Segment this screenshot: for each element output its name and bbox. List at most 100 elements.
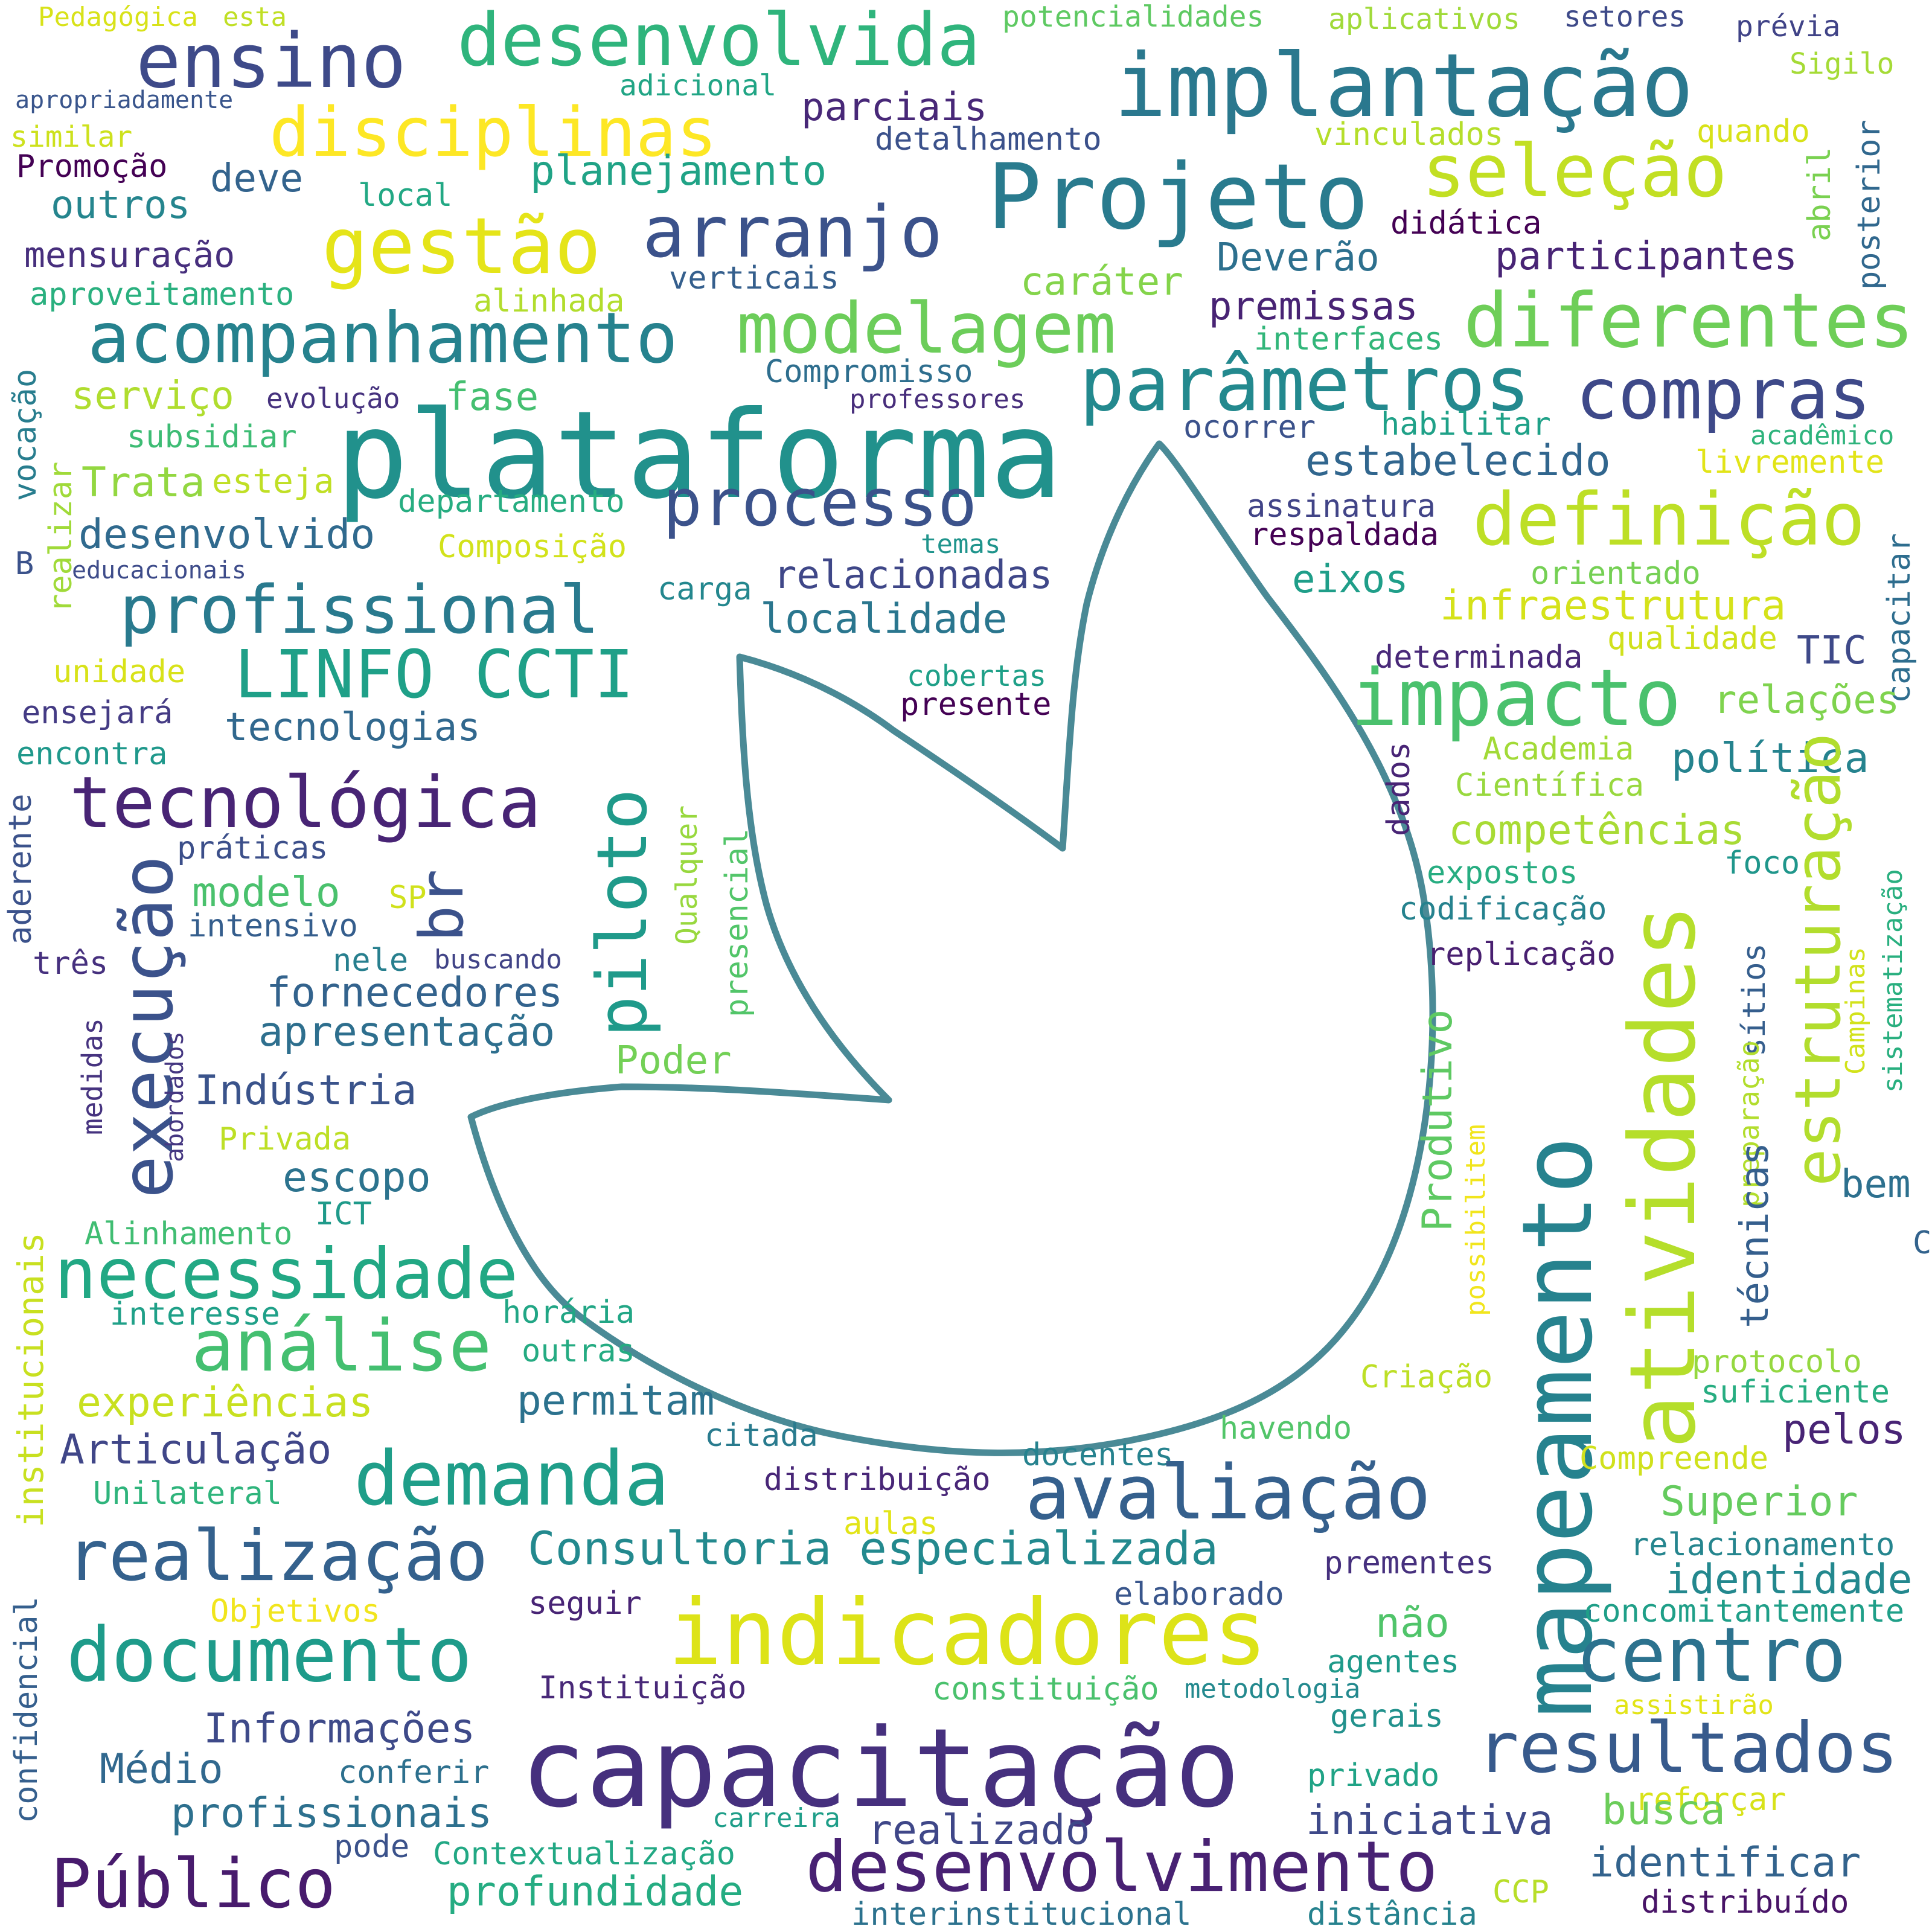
word: outras	[522, 1333, 635, 1369]
word: relacionadas	[773, 553, 1053, 598]
word: similar	[10, 120, 133, 154]
word: interinstitucional	[851, 1896, 1192, 1932]
word: concomitantemente	[1583, 1593, 1905, 1630]
word: elaborado	[1114, 1576, 1284, 1613]
word: sítios	[1736, 943, 1773, 1057]
word: didática	[1390, 205, 1542, 242]
word: nele	[333, 942, 409, 979]
word: documento	[66, 1612, 472, 1699]
word: premissas	[1209, 284, 1418, 329]
word: distribuição	[764, 1462, 991, 1498]
word: quando	[1697, 114, 1810, 150]
word: posterior	[1851, 120, 1887, 290]
word: aplicativos	[1328, 2, 1520, 36]
word: interfaces	[1254, 321, 1444, 357]
word: codificação	[1399, 891, 1607, 927]
word: Produtivo	[1414, 1009, 1462, 1232]
word: Informações	[203, 1705, 476, 1753]
word: fornecedores	[266, 969, 563, 1017]
word: parciais	[801, 85, 988, 130]
word: tecnologias	[225, 705, 481, 750]
word: caráter	[1020, 260, 1183, 304]
word: respaldada	[1250, 517, 1439, 553]
word: pelos	[1782, 1406, 1906, 1454]
word: Compreende	[1579, 1441, 1769, 1477]
word: realizado	[868, 1806, 1090, 1854]
word: plataforma	[336, 385, 1063, 526]
word: vinculados	[1314, 117, 1504, 153]
word: ensino	[136, 18, 406, 105]
word: necessidade	[54, 1233, 519, 1315]
word: subsidiar	[127, 419, 297, 455]
word: aulas	[843, 1506, 938, 1542]
word: realizar	[43, 461, 79, 613]
word: institucionais	[10, 1232, 51, 1527]
word: buscando	[434, 944, 562, 975]
word: cobertas	[907, 659, 1047, 693]
word: profissionais	[171, 1790, 493, 1837]
word: Unilateral	[93, 1476, 283, 1512]
word: permitam	[517, 1377, 715, 1425]
word: Instituição	[539, 1670, 747, 1706]
word: Científica	[1455, 767, 1645, 804]
word: possibilitem	[1460, 1124, 1491, 1316]
word: habilitar	[1381, 406, 1551, 443]
word: realização	[66, 1515, 488, 1597]
word: mensuração	[24, 234, 235, 275]
word: setores	[1564, 0, 1686, 34]
word: não	[1375, 1599, 1450, 1647]
word: foco	[1724, 845, 1800, 881]
word: B	[15, 546, 34, 582]
word: abril	[1802, 147, 1838, 242]
word: LINFO CCTI	[234, 636, 635, 713]
word: replicação	[1427, 936, 1616, 973]
word: Academia	[1483, 731, 1634, 767]
word: prementes	[1324, 1545, 1494, 1581]
word: medidas	[76, 1018, 109, 1135]
word: alinhada	[473, 283, 625, 319]
word: evolução	[266, 382, 400, 415]
word: horária	[502, 1294, 635, 1331]
word: detalhamento	[875, 121, 1102, 158]
word: SP	[389, 880, 427, 916]
word: identificar	[1589, 1839, 1861, 1887]
word: deve	[210, 156, 304, 201]
word: acompanhamento	[88, 298, 678, 379]
word: carreira	[712, 1803, 840, 1834]
word: Pedagógica	[38, 2, 198, 33]
word: práticas	[177, 830, 328, 866]
word: sistematização	[1878, 869, 1908, 1093]
word: fase	[446, 375, 539, 420]
word: Promoção	[16, 149, 168, 185]
word: identidade	[1665, 1556, 1913, 1604]
word: resultados	[1477, 1707, 1899, 1789]
word: esteja	[212, 462, 334, 501]
word: apresentação	[258, 1008, 555, 1056]
word: assistirão	[1614, 1690, 1774, 1721]
word: ICT	[315, 1196, 372, 1232]
word: interesse	[110, 1296, 280, 1332]
word: TIC	[1797, 629, 1867, 673]
word: presencial	[719, 828, 755, 1017]
word: Privada	[219, 1121, 351, 1157]
word: disciplinas	[269, 94, 717, 172]
word: capacitação	[520, 1706, 1241, 1832]
word: competências	[1448, 807, 1745, 854]
word: piloto	[582, 788, 662, 1037]
word: expostos	[1427, 855, 1578, 891]
word: intensivo	[188, 908, 358, 944]
word: agentes	[1327, 1644, 1460, 1680]
word: busca	[1602, 1786, 1726, 1834]
word: temas	[921, 529, 1001, 560]
word: privado	[1307, 1758, 1440, 1794]
word: planejamento	[530, 147, 827, 195]
word: Contextualização	[433, 1836, 735, 1872]
word: prévia	[1736, 10, 1841, 43]
word: Criação	[1360, 1359, 1493, 1395]
word: eixos	[1292, 557, 1409, 602]
word: Consultoria especializada	[528, 1521, 1218, 1575]
word: reforçar	[1635, 1782, 1786, 1818]
word: distância	[1307, 1896, 1477, 1932]
